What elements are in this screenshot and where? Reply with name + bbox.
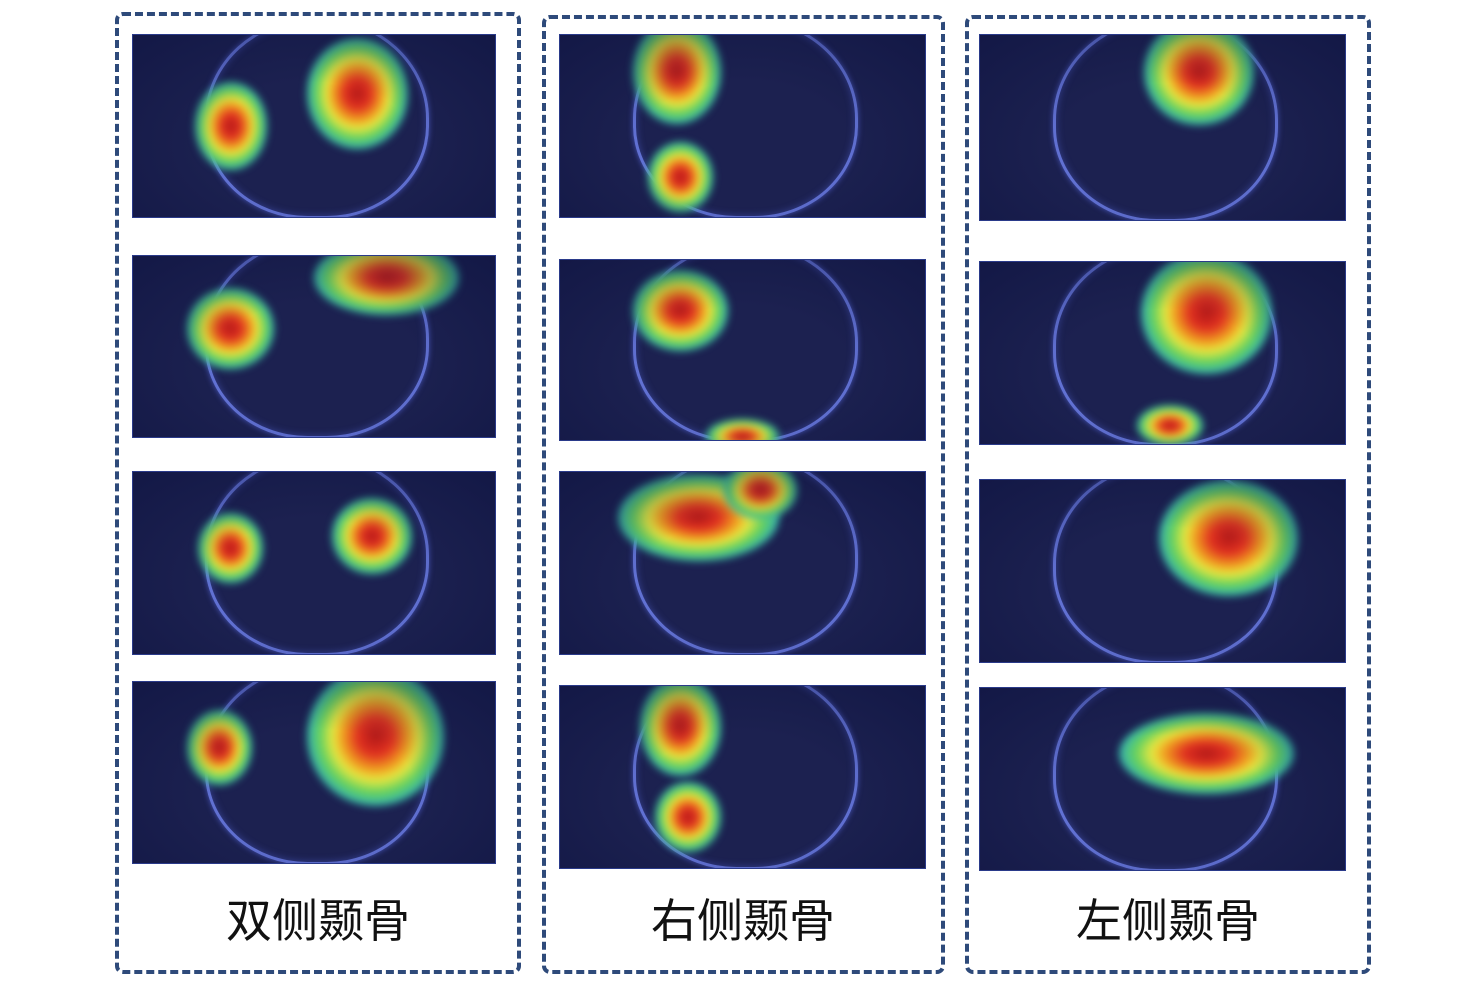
heatmap-panel [980, 688, 1345, 870]
group-bilateral [115, 12, 521, 974]
background-haze [133, 256, 495, 437]
heatmap-panel [560, 35, 925, 217]
heatmap-panel [133, 35, 495, 217]
heatmap-panel [980, 480, 1345, 662]
background-haze [133, 472, 495, 654]
heatmap-panel [560, 686, 925, 868]
background-haze [980, 480, 1345, 662]
label-left-temporal-bone: 左侧颞骨 [1076, 894, 1260, 948]
heatmap-panel [133, 472, 495, 654]
label-bilateral-temporal-bone: 双侧颞骨 [226, 894, 410, 948]
background-haze [560, 686, 925, 868]
group-right [542, 15, 945, 974]
heatmap-panel [560, 260, 925, 440]
heatmap-panel [560, 472, 925, 654]
label-right-temporal-bone: 右侧颞骨 [651, 894, 835, 948]
background-haze [980, 262, 1345, 444]
background-haze [133, 35, 495, 217]
background-haze [980, 35, 1345, 220]
heatmap-panel [980, 35, 1345, 220]
background-haze [560, 35, 925, 217]
background-haze [560, 472, 925, 654]
background-haze [560, 260, 925, 440]
background-haze [980, 688, 1345, 870]
group-left [965, 15, 1371, 974]
heatmap-panel [980, 262, 1345, 444]
heatmap-panel [133, 256, 495, 437]
background-haze [133, 682, 495, 863]
heatmap-panel [133, 682, 495, 863]
